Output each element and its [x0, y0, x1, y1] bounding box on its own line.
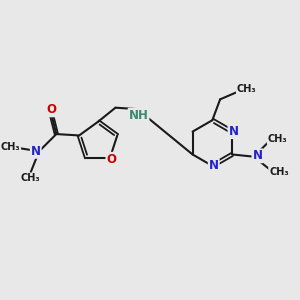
- Text: CH₃: CH₃: [1, 142, 20, 152]
- Text: O: O: [46, 103, 56, 116]
- Text: N: N: [252, 149, 262, 162]
- Text: CH₃: CH₃: [21, 173, 40, 183]
- Text: NH: NH: [129, 109, 148, 122]
- Text: N: N: [229, 125, 238, 138]
- Text: N: N: [31, 145, 41, 158]
- Text: CH₃: CH₃: [237, 84, 256, 94]
- Text: N: N: [209, 159, 219, 172]
- Text: O: O: [106, 153, 116, 166]
- Text: CH₃: CH₃: [268, 134, 287, 144]
- Text: CH₃: CH₃: [269, 167, 289, 177]
